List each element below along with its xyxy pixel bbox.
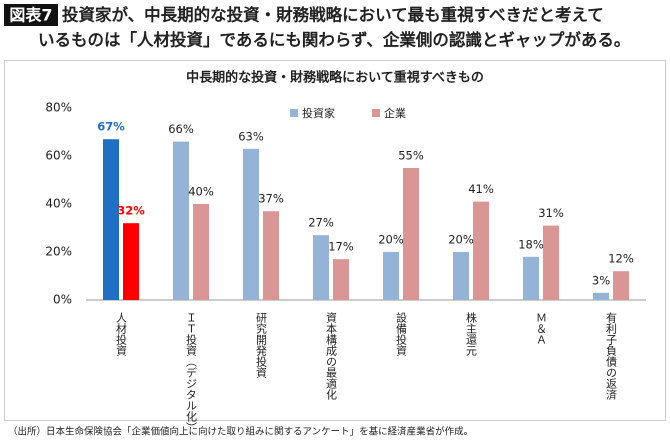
value-label: 20% <box>448 233 474 247</box>
bar <box>403 168 419 300</box>
value-label: 67% <box>97 120 125 134</box>
bar <box>613 271 629 300</box>
bar <box>333 259 349 300</box>
bar <box>243 148 259 300</box>
bar <box>193 204 209 300</box>
x-tick-label: 人材投資 <box>115 312 128 356</box>
bar <box>593 292 609 300</box>
bar <box>523 256 539 300</box>
bar <box>383 252 399 300</box>
x-tick-label: 株主還元 <box>465 311 478 356</box>
value-label: 41% <box>468 182 494 196</box>
y-tick-label: 80% <box>45 101 72 115</box>
bar <box>173 141 189 300</box>
y-tick-label: 60% <box>45 149 72 163</box>
value-label: 3% <box>592 273 610 287</box>
chart-frame <box>4 60 666 421</box>
value-label: 37% <box>258 192 284 206</box>
figure-label: 図表7 <box>9 6 52 25</box>
bar <box>453 252 469 300</box>
source: （出所）日本生命保険協会「企業価値向上に向けた取り組みに関するアンケート」を基に… <box>8 426 473 438</box>
value-label: 31% <box>538 206 564 220</box>
headline: いるものは「人材投資」であるにも関わらず、企業側の認識とギャップがある。 <box>38 30 630 50</box>
value-label: 20% <box>378 233 404 247</box>
x-tick-label: 研究開発投資 <box>255 312 268 378</box>
headline: 投資家が、中長期的な投資・財務戦略において最も重視すべきだと考えて <box>62 5 604 25</box>
value-label: 18% <box>518 237 544 251</box>
value-label: 27% <box>308 216 334 230</box>
value-label: 32% <box>117 204 145 218</box>
x-tick-label: 資本構成の最適化 <box>325 312 338 401</box>
bar <box>263 211 279 300</box>
legend-label: 投資家 <box>302 106 335 120</box>
legend-swatch <box>372 109 380 117</box>
x-tick-label: 有利子負債の返済 <box>605 311 618 400</box>
value-label: 17% <box>328 240 354 254</box>
label-box <box>4 4 58 26</box>
value-label: 55% <box>398 149 424 163</box>
bar <box>313 235 329 300</box>
x-tick-label: 設備投資 <box>395 311 408 356</box>
y-tick-label: 0% <box>53 293 72 307</box>
value-label: 40% <box>188 185 214 199</box>
y-tick-label: 40% <box>45 197 72 211</box>
bar <box>473 201 489 300</box>
bar <box>123 223 139 300</box>
legend-swatch <box>290 109 298 117</box>
y-tick-label: 20% <box>45 245 72 259</box>
legend-label: 企業 <box>384 106 406 120</box>
value-label: 66% <box>168 122 194 136</box>
chart-title: 中長期的な投資・財務戦略において重視すべきもの <box>186 70 484 86</box>
bar <box>543 225 559 300</box>
value-label: 12% <box>608 252 634 266</box>
bar <box>103 139 119 300</box>
x-tick-label: ＩＴ投資（デジタル化） <box>185 312 198 433</box>
value-label: 63% <box>238 129 264 143</box>
x-tick-label: Ｍ＆Ａ <box>535 312 548 345</box>
